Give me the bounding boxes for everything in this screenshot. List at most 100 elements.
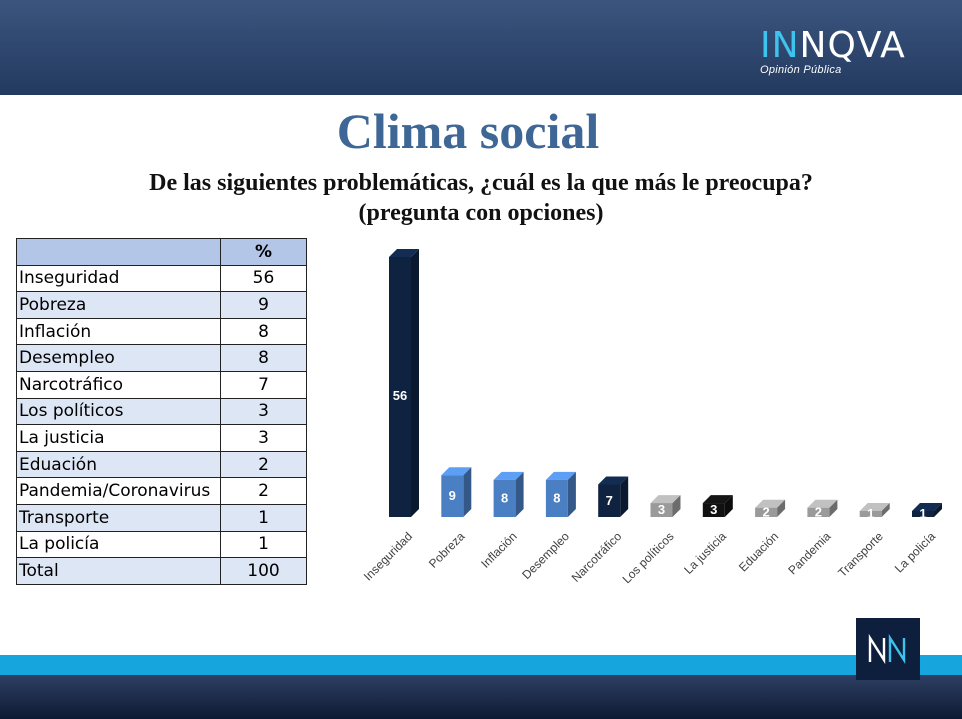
row-value: 3 (220, 397, 307, 426)
bar-front (702, 503, 725, 517)
bar-front (912, 511, 934, 517)
table-header-percent: % (220, 238, 307, 266)
table-row: Pobreza 9 (16, 291, 307, 319)
results-table: % Inseguridad 56 Pobreza 9 Inflación 8 Dese… (16, 238, 307, 585)
bar-top (912, 503, 942, 511)
bar-side (724, 495, 733, 517)
bar-top (545, 471, 576, 480)
table-row: Transporte 1 (16, 503, 307, 532)
bar-10 (859, 503, 890, 517)
table-row: Narcotráfico 7 (16, 370, 307, 399)
bar-4 (545, 471, 576, 517)
table-row: Eduación 2 (16, 450, 307, 479)
bar-9 (807, 499, 838, 517)
data-label: 56 (393, 388, 407, 403)
bar-front (545, 479, 568, 517)
bar-front (598, 484, 621, 517)
bar-3 (493, 471, 524, 517)
table-header-empty (16, 238, 221, 266)
bar-front (859, 511, 882, 517)
category-label: Desempleo (519, 529, 572, 582)
category-label: La justicia (681, 529, 729, 577)
row-label: Transporte (16, 503, 221, 532)
category-label: Inseguridad (361, 529, 415, 583)
question-line-2: (pregunta con opciones) (358, 200, 604, 226)
bar-side (515, 471, 524, 517)
bar-top (702, 495, 733, 504)
bar-side (463, 467, 472, 517)
table-row: Inflación 8 (16, 317, 307, 346)
row-value: 1 (220, 530, 307, 559)
row-label: Narcotráfico (16, 370, 221, 399)
data-label: 2 (815, 504, 822, 519)
bar-front (389, 257, 411, 517)
row-value: 2 (220, 477, 307, 505)
logo-wordmark-a: IN (760, 25, 800, 66)
bar-side (829, 499, 838, 517)
row-label: Desempleo (16, 344, 221, 372)
bar-side (777, 499, 786, 517)
data-label: 1 (919, 506, 926, 521)
row-label: Inflación (16, 317, 221, 346)
header-band (0, 0, 962, 95)
question-line-1: De las siguientes problemáticas, ¿cuál e… (149, 170, 813, 196)
row-value: 100 (220, 557, 307, 585)
bar-1 (389, 249, 419, 517)
bar-front (807, 507, 830, 517)
bar-side (934, 503, 942, 517)
bar-side (620, 476, 629, 517)
row-label: Total (16, 557, 221, 585)
row-label: Inseguridad (16, 264, 221, 293)
data-label: 3 (658, 502, 665, 517)
row-label: La justicia (16, 424, 221, 452)
category-label: Pandemia (785, 529, 833, 577)
table-header-row: % (16, 238, 307, 266)
bar-front (650, 503, 673, 517)
bar-side (881, 503, 890, 517)
data-label: 3 (710, 502, 717, 517)
table-row: Pandemia/Coronavirus 2 (16, 477, 307, 505)
category-label: Eduación (736, 529, 781, 574)
row-value: 1 (220, 503, 307, 532)
row-value: 2 (220, 450, 307, 479)
bar-top (807, 499, 838, 508)
logo-wordmark-b: NQVA (799, 25, 906, 66)
bar-top (441, 467, 472, 476)
bar-11 (912, 503, 942, 517)
row-value: 7 (220, 370, 307, 399)
logo-wordmark: INNQVA (760, 26, 906, 66)
bar-top (598, 476, 629, 485)
bar-top (859, 503, 890, 511)
bar-top (755, 499, 786, 508)
row-label: Eduación (16, 450, 221, 479)
table-row: La policía 1 (16, 530, 307, 559)
bar-front (493, 479, 516, 517)
data-label: 2 (762, 504, 769, 519)
category-label: Narcotráfico (569, 529, 625, 585)
row-value: 8 (220, 317, 307, 346)
question-text: De las siguientes problemáticas, ¿cuál e… (0, 168, 962, 228)
data-label: 1 (867, 506, 874, 521)
category-label: Transporte (835, 529, 886, 580)
footer-stripe (0, 655, 962, 675)
data-label: 7 (606, 493, 613, 508)
category-label: Pobreza (426, 529, 468, 571)
bar-8 (755, 499, 786, 517)
table-row: Desempleo 8 (16, 344, 307, 372)
data-label: 8 (501, 490, 508, 505)
innova-logo: INNQVA Opinión Pública (760, 26, 940, 82)
row-value: 3 (220, 424, 307, 452)
row-label: Pandemia/Coronavirus (16, 477, 221, 505)
category-label: Los políticos (620, 529, 677, 586)
table-row: Los políticos 3 (16, 397, 307, 426)
bar-side (672, 495, 681, 517)
data-label: 8 (553, 490, 560, 505)
row-label: Pobreza (16, 291, 221, 319)
row-value: 8 (220, 344, 307, 372)
row-value: 9 (220, 291, 307, 319)
bar-side (567, 471, 576, 517)
nn-logo (856, 618, 920, 680)
table-row: La justicia 3 (16, 424, 307, 452)
bar-chart: 56 Inseguridad 9 Pobreza 8 Inflación 8 Desemple… (361, 249, 942, 586)
footer-band (0, 675, 962, 719)
